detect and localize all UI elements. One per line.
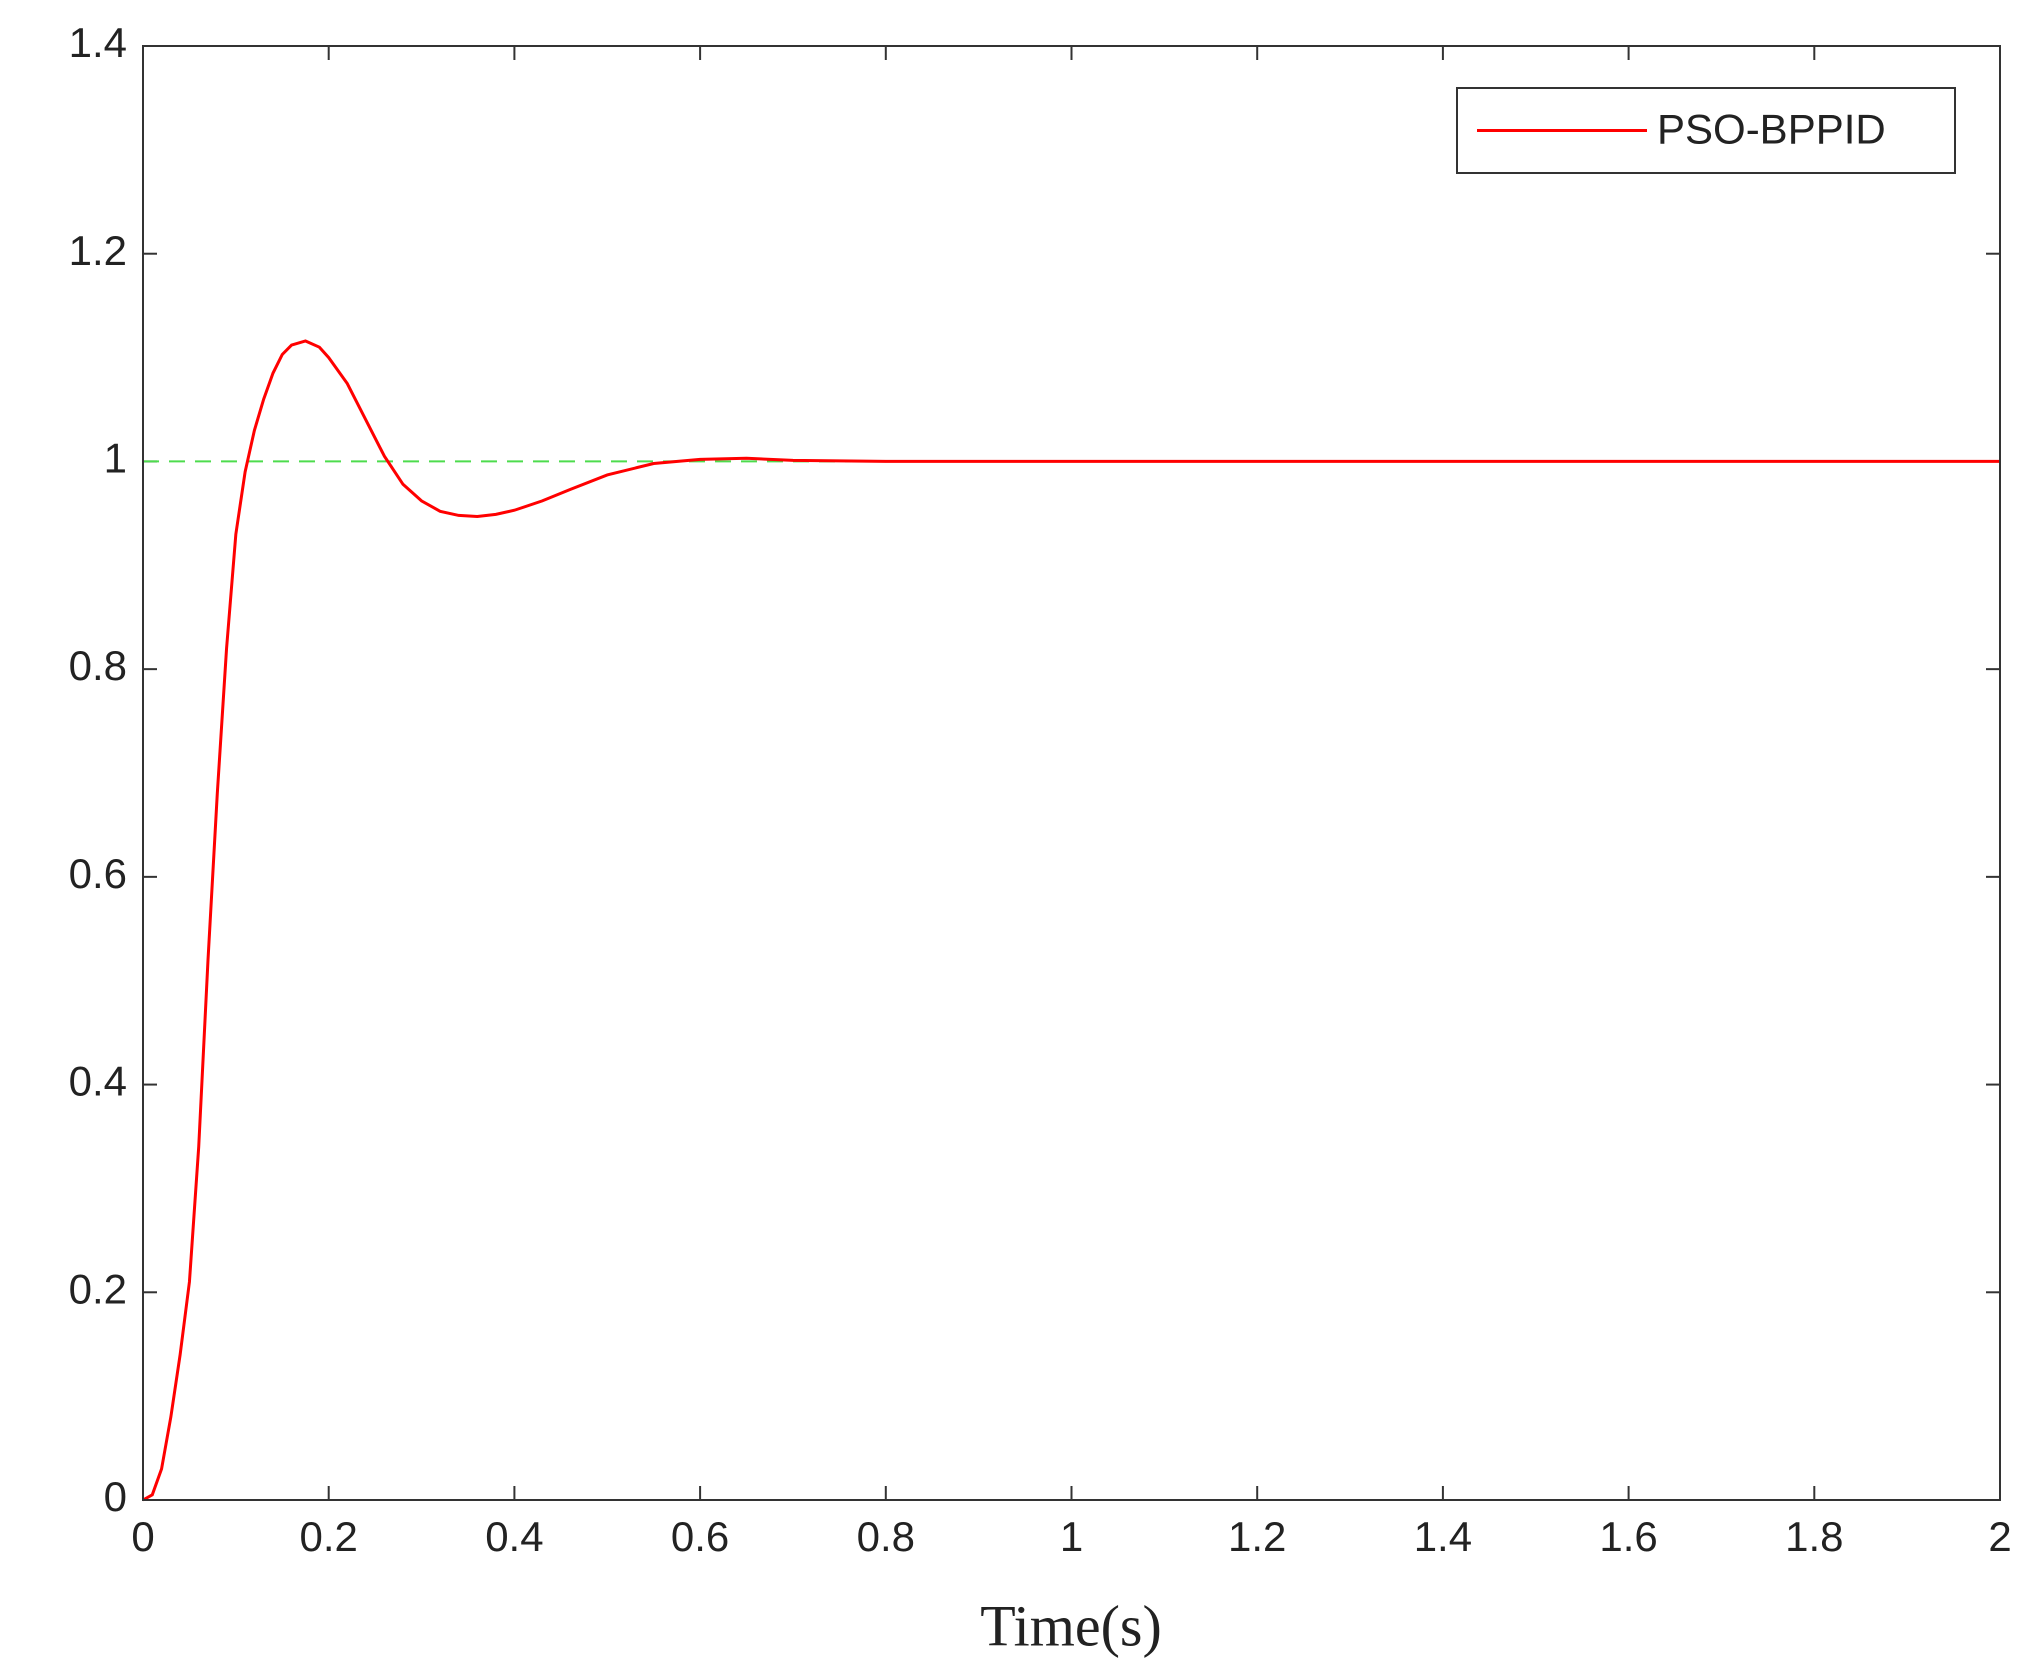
x-tick-label: 0.4 (485, 1513, 543, 1560)
x-tick-label: 0.2 (300, 1513, 358, 1560)
x-tick-label: 0.8 (857, 1513, 915, 1560)
x-axis-label: Time(s) (980, 1593, 1162, 1658)
y-tick-label: 1.2 (69, 227, 127, 274)
x-tick-label: 2 (1988, 1513, 2011, 1560)
y-tick-label: 0.4 (69, 1058, 127, 1105)
x-tick-label: 1.2 (1228, 1513, 1286, 1560)
line (142, 339, 2000, 1502)
x-tick-label: 1.6 (1599, 1513, 1657, 1560)
x-tick-label: 1.8 (1785, 1513, 1843, 1560)
x-tick-label: 0.6 (671, 1513, 729, 1560)
y-tick-label: 1 (104, 435, 127, 482)
x-tick-label: 1 (1060, 1513, 1083, 1560)
legend-label: PSO-BPPID (1657, 106, 1886, 153)
legend-box (1456, 87, 1956, 174)
y-tick-label: 1.4 (69, 19, 127, 66)
x-tick-label: 1.4 (1414, 1513, 1472, 1560)
y-tick-label: 0.2 (69, 1265, 127, 1312)
y-tick-label: 0.8 (69, 642, 127, 689)
y-tick-label: 0.6 (69, 850, 127, 897)
plot-frame (142, 45, 2001, 1501)
y-tick-label: 0 (104, 1473, 127, 1520)
x-tick-label: 0 (131, 1513, 154, 1560)
